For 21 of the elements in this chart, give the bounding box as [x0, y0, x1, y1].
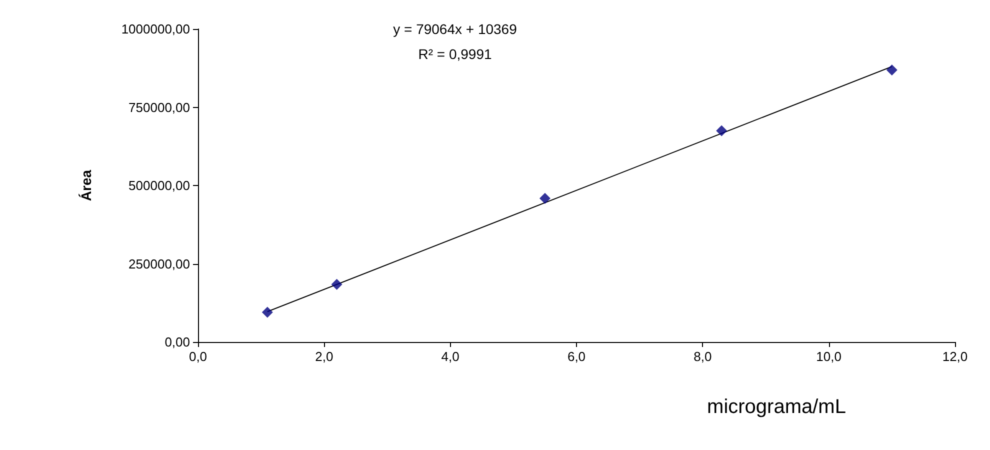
point [262, 306, 273, 318]
y-tick-label: 500000,00 [128, 178, 190, 193]
x-tick-label: 4,0 [441, 349, 460, 364]
x-tick-label: 0,0 [188, 349, 208, 364]
y-tick-label: 0,00 [164, 334, 190, 350]
annotation: y = 79064x + 10369 [393, 21, 518, 37]
point [886, 64, 898, 76]
point [331, 278, 342, 290]
x-axis-title: micrograma/mL [707, 396, 846, 418]
y-tick-label: 1000000,00 [121, 22, 190, 36]
point [539, 192, 550, 204]
x-tick-label: 10,0 [816, 349, 842, 364]
x-tick-label: 8,0 [694, 349, 712, 364]
x-tick-label: 2,0 [315, 349, 334, 364]
x-tick-label: 6,0 [567, 349, 586, 364]
y-tick-label: 250000,00 [128, 256, 190, 272]
point [716, 125, 728, 136]
y-axis-title: Área [78, 170, 94, 202]
y-tick-label: 750000,00 [128, 100, 190, 115]
annotation: R² = 0,9991 [418, 46, 492, 62]
x-tick-label: 12,0 [942, 349, 968, 364]
